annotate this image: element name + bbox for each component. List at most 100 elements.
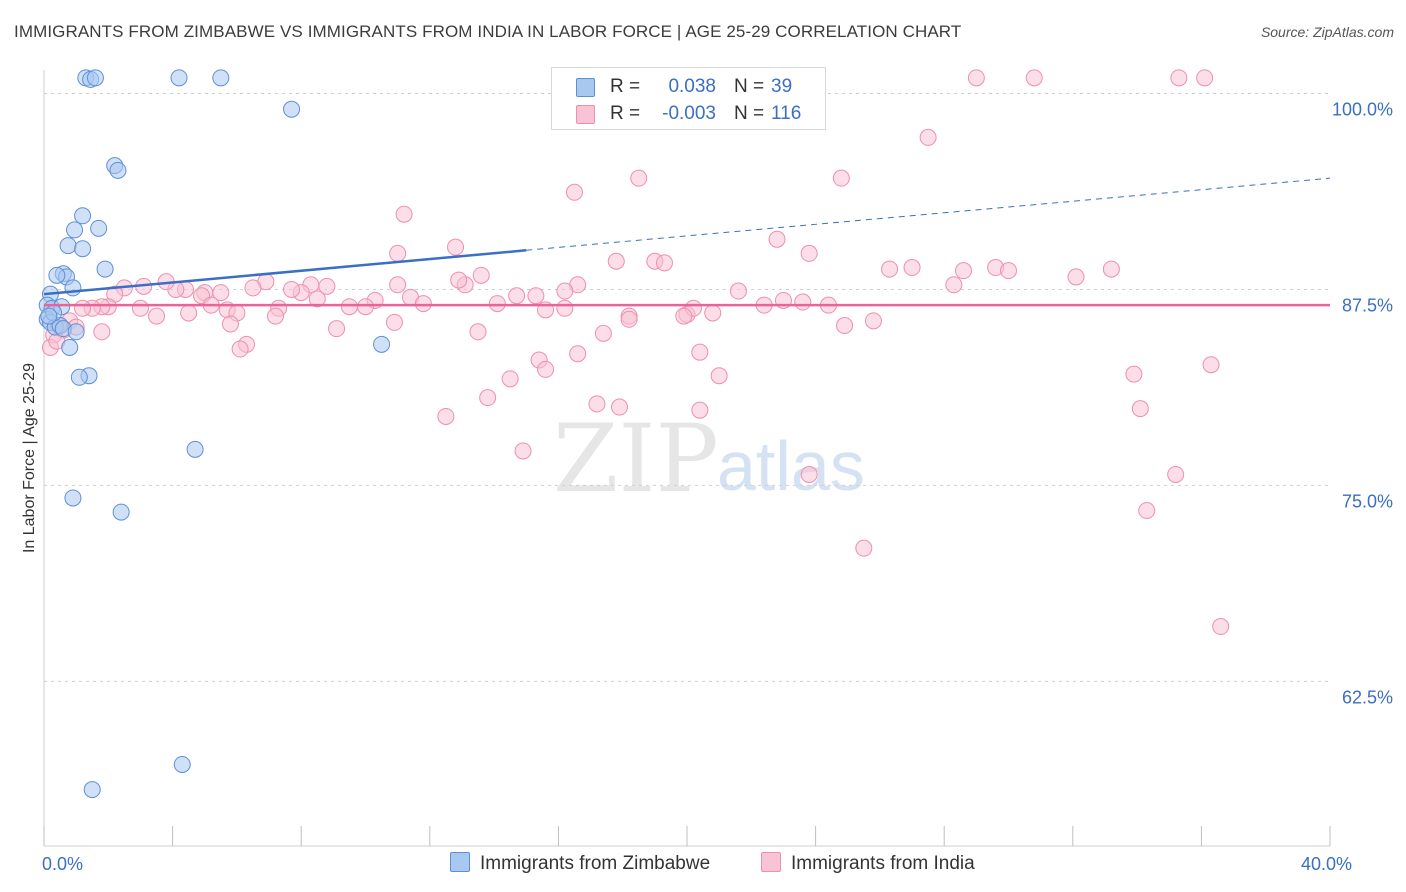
- zimbabwe-point: [70, 368, 88, 386]
- india-point: [93, 323, 111, 341]
- india-point: [1170, 69, 1188, 87]
- zimbabwe-point: [96, 260, 114, 278]
- india-points: [41, 69, 1230, 636]
- india-n-label: N =: [734, 103, 765, 124]
- india-point: [588, 395, 606, 413]
- india-point: [565, 183, 583, 201]
- india-point: [221, 315, 239, 333]
- watermark-zip: ZIP: [553, 405, 719, 514]
- y-tick-label: 87.5%: [1342, 295, 1393, 315]
- legend-zimbabwe-swatch: [450, 852, 470, 872]
- india-point: [472, 266, 490, 284]
- trend-lines: [43, 177, 1331, 307]
- zimbabwe-point: [64, 489, 82, 507]
- zimbabwe-point: [112, 503, 130, 521]
- zimbabwe-point: [74, 207, 92, 225]
- zimbabwe-point: [48, 266, 66, 284]
- india-point: [1067, 268, 1085, 286]
- india-point: [437, 407, 455, 425]
- watermark: ZIP atlas: [553, 405, 865, 514]
- india-point: [945, 276, 963, 294]
- india-point: [1212, 618, 1230, 636]
- india-point: [1167, 465, 1185, 483]
- india-point: [881, 260, 899, 278]
- india-point: [469, 323, 487, 341]
- india-point: [556, 282, 574, 300]
- india-point: [340, 298, 358, 316]
- india-point: [800, 465, 818, 483]
- india-n-value: 116: [771, 103, 802, 124]
- india-point: [308, 290, 326, 308]
- india-point: [691, 343, 709, 361]
- legend-item-india: Immigrants from India: [761, 852, 975, 875]
- india-point: [488, 295, 506, 313]
- india-point: [594, 324, 612, 342]
- india-point: [1196, 69, 1214, 87]
- zimbabwe-point: [109, 161, 127, 179]
- grid: [44, 93, 1330, 682]
- india-point: [855, 539, 873, 557]
- y-tick-label: 62.5%: [1342, 687, 1393, 707]
- india-point: [180, 304, 198, 322]
- stats-row-india: R = -0.003 N = 116: [552, 101, 825, 127]
- zimbabwe-point: [373, 335, 391, 353]
- zimbabwe-point: [86, 69, 104, 87]
- india-point: [244, 279, 262, 297]
- india-point: [501, 370, 519, 388]
- india-point: [395, 205, 413, 223]
- india-point: [620, 310, 638, 328]
- india-point: [729, 282, 747, 300]
- zimbabwe-point: [283, 100, 301, 118]
- zimbabwe-point: [61, 338, 79, 356]
- india-point: [389, 276, 407, 294]
- india-point: [479, 389, 497, 407]
- india-point: [527, 287, 545, 305]
- zimbabwe-point: [186, 440, 204, 458]
- india-r-value: -0.003: [662, 103, 716, 124]
- zimbabwe-n-value: 39: [771, 76, 793, 97]
- india-point: [836, 317, 854, 335]
- zimbabwe-point: [66, 221, 84, 239]
- india-point: [569, 345, 587, 363]
- india-r-label: R =: [610, 103, 641, 124]
- india-point: [691, 401, 709, 419]
- india-point: [610, 398, 628, 416]
- india-swatch: [576, 105, 595, 124]
- zimbabwe-swatch: [576, 78, 595, 97]
- india-point: [1138, 502, 1156, 520]
- legend-india-swatch: [761, 852, 781, 872]
- zimbabwe-trend-line: [43, 249, 527, 296]
- india-point: [903, 259, 921, 277]
- india-point: [954, 262, 972, 280]
- correlation-stats-box: R = 0.038 N = 39 R = -0.003 N = 116: [551, 67, 826, 130]
- zimbabwe-trend-extension: [526, 177, 1331, 251]
- india-point: [283, 280, 301, 298]
- y-tick-label: 100.0%: [1332, 100, 1393, 120]
- zimbabwe-point: [74, 240, 92, 258]
- zimbabwe-point: [64, 279, 82, 297]
- legend-india-label: Immigrants from India: [791, 853, 975, 874]
- india-point: [148, 307, 166, 325]
- india-point: [1202, 356, 1220, 374]
- axes: 62.5% 75.0% 87.5% 100.0% 0.0% 40.0%: [42, 70, 1393, 874]
- zimbabwe-point: [40, 307, 58, 325]
- india-point: [537, 360, 555, 378]
- zimbabwe-point: [173, 755, 191, 773]
- india-point: [967, 69, 985, 87]
- zimbabwe-r-value: 0.038: [668, 76, 716, 97]
- india-point: [389, 244, 407, 262]
- zimbabwe-point: [90, 219, 108, 237]
- india-point: [385, 313, 403, 331]
- india-point: [1131, 400, 1149, 418]
- india-point: [447, 238, 465, 256]
- india-point: [74, 299, 92, 317]
- india-point: [1025, 69, 1043, 87]
- india-point: [1102, 260, 1120, 278]
- india-point: [231, 340, 249, 358]
- india-point: [450, 271, 468, 289]
- india-point: [832, 169, 850, 187]
- india-point: [794, 293, 812, 311]
- x-tick-label: 40.0%: [1301, 854, 1352, 874]
- india-point: [414, 295, 432, 313]
- watermark-atlas: atlas: [717, 427, 865, 505]
